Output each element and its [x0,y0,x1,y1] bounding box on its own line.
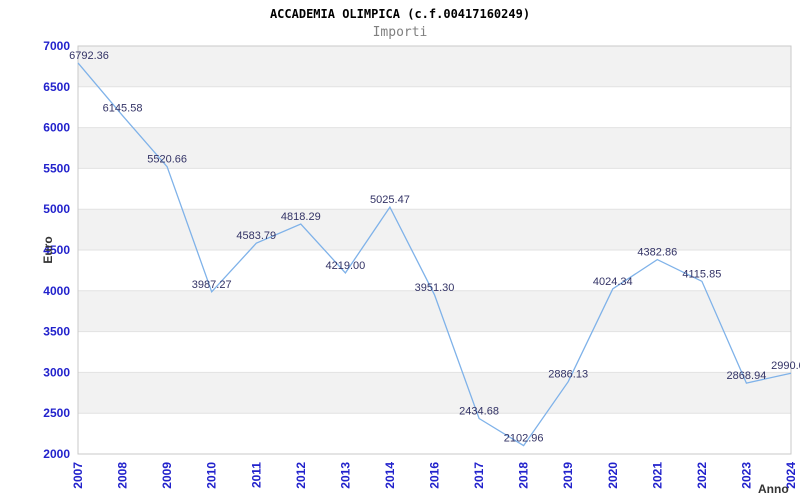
y-tick-label: 2000 [43,447,70,461]
x-tick-label: 2022 [695,462,709,489]
x-tick-label: 2009 [160,462,174,489]
data-label: 2102.96 [504,433,544,445]
value-line [77,62,792,447]
x-tick-label: 2011 [249,462,263,488]
x-tick-label: 2021 [650,462,664,489]
data-label: 4818.29 [281,211,321,223]
plot-border [77,45,792,455]
x-tick-label: 2023 [739,462,753,489]
grid-band [78,290,791,332]
y-tick-label: 5500 [43,161,70,175]
grid-band [78,46,791,87]
data-label: 4583.79 [236,230,276,242]
x-tick-label: 2014 [383,462,397,489]
data-label: 2868.94 [727,370,767,382]
y-tick-label: 7000 [43,39,70,53]
data-label: 5520.66 [147,154,187,166]
y-tick-label: 2500 [43,406,70,420]
data-label: 2434.68 [459,406,499,418]
data-label: 6145.58 [103,103,143,115]
data-label: 3951.30 [415,282,455,294]
data-label: 5025.47 [370,194,410,206]
x-tick-label: 2018 [517,462,531,489]
x-tick-label: 2019 [561,462,575,489]
data-label: 4219.00 [325,260,365,272]
x-tick-label: 2010 [205,462,219,489]
chart-subtitle: Importi [372,25,428,40]
grid-band [78,127,791,169]
grid-band [78,209,791,250]
y-tick-label: 4000 [43,284,70,298]
data-label: 4024.34 [593,276,633,288]
x-tick-label: 2024 [784,462,798,489]
x-tick-label: 2013 [338,462,352,489]
y-tick-label: 3500 [43,325,70,339]
data-label: 3987.27 [192,279,232,291]
x-tick-label: 2012 [294,462,308,489]
y-axis-title: Euro [41,236,55,263]
x-tick-label: 2016 [428,462,442,489]
data-label: 2886.13 [548,369,588,381]
y-tick-label: 5000 [43,202,70,216]
x-axis-title: Anno [758,482,789,496]
y-tick-label: 4500 [43,243,70,257]
x-tick-label: 2020 [606,462,620,489]
y-tick-label: 6000 [43,121,70,135]
x-tick-label: 2007 [71,462,85,489]
chart-title: ACCADEMIA OLIMPICA (c.f.00417160249) [269,7,531,21]
data-label: 4115.85 [682,268,721,280]
y-tick-label: 6500 [43,80,70,94]
grid-band [78,372,791,414]
data-label: 2990.07 [771,360,800,372]
data-label: 6792.36 [69,50,109,62]
x-tick-label: 2008 [116,462,130,489]
data-label: 4382.86 [637,247,677,259]
x-tick-label: 2017 [472,462,486,489]
y-tick-label: 3000 [43,365,70,379]
